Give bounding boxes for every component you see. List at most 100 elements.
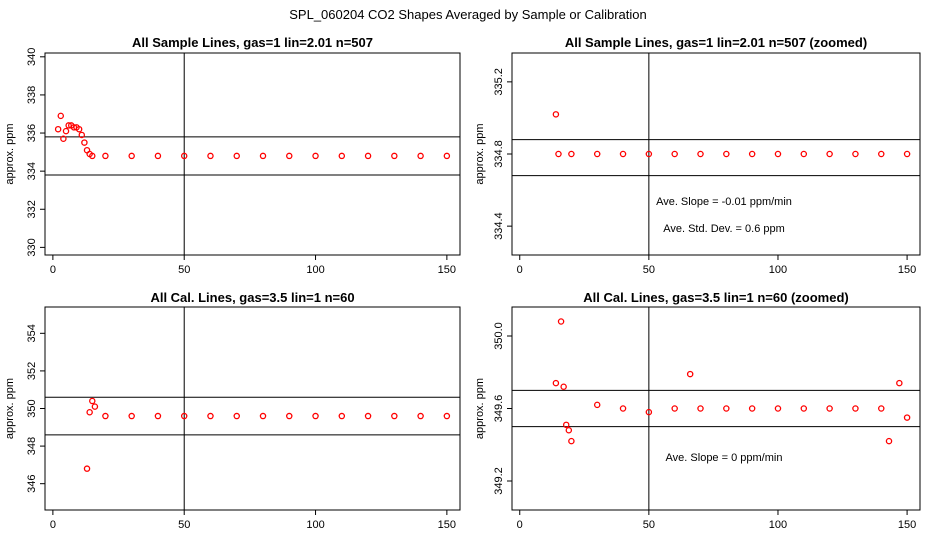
chart-title: All Cal. Lines, gas=3.5 lin=1 n=60 (zoom… (583, 290, 849, 305)
y-tick-label: 350.0 (493, 322, 505, 350)
data-point (562, 421, 570, 429)
y-tick-label: 332 (26, 200, 38, 218)
data-point (338, 412, 346, 420)
chart-title: All Sample Lines, gas=1 lin=2.01 n=507 (132, 35, 373, 50)
data-point (878, 405, 885, 412)
data-point (878, 150, 885, 158)
y-axis-label: approx. ppm (474, 378, 486, 439)
data-point (312, 152, 319, 160)
y-tick-label: 354 (26, 324, 38, 342)
y-tick-label: 335.2 (493, 68, 505, 96)
data-point (697, 150, 704, 158)
data-point (748, 405, 756, 412)
data-point (686, 370, 694, 378)
data-point (552, 379, 560, 387)
data-point (826, 150, 833, 158)
x-tick-label: 0 (50, 264, 56, 276)
data-point (207, 412, 214, 420)
data-point (417, 152, 424, 160)
data-point (555, 150, 562, 158)
x-tick-label: 150 (438, 264, 456, 276)
y-tick-label: 336 (26, 124, 38, 142)
data-point (81, 139, 88, 146)
data-point (774, 150, 782, 158)
data-point (364, 412, 372, 420)
figure-title: SPL_060204 CO2 Shapes Averaged by Sample… (289, 7, 647, 22)
data-point (60, 135, 67, 143)
y-tick-label: 334 (26, 162, 38, 180)
chart-annotation: Ave. Slope = 0 ppm/min (666, 452, 783, 464)
y-tick-label: 334.4 (493, 212, 505, 240)
x-tick-label: 50 (178, 519, 190, 531)
data-point (800, 150, 808, 158)
data-point (557, 318, 565, 325)
data-point (903, 150, 911, 158)
data-point (62, 127, 70, 135)
data-point (443, 412, 451, 420)
data-point (645, 408, 653, 416)
y-tick-label: 330 (26, 238, 38, 256)
data-point (697, 405, 704, 412)
y-tick-label: 352 (26, 362, 38, 380)
data-point (70, 124, 78, 131)
plot-frame (44, 52, 461, 256)
data-point (852, 150, 859, 158)
plot-frame (511, 306, 921, 511)
y-axis-label: approx. ppm (4, 378, 16, 439)
data-point (826, 405, 833, 412)
data-point (619, 405, 627, 412)
data-point (180, 412, 188, 420)
x-tick-label: 50 (178, 264, 190, 276)
data-point (78, 131, 86, 139)
data-point (364, 152, 372, 160)
data-point (723, 150, 730, 158)
data-point (417, 412, 424, 420)
data-point (443, 152, 451, 160)
y-axis-label: approx. ppm (474, 123, 486, 184)
data-point (128, 152, 135, 160)
data-point (800, 405, 808, 412)
data-point (91, 403, 99, 410)
data-point (774, 405, 782, 412)
x-tick-label: 100 (769, 519, 787, 531)
y-tick-label: 349.6 (493, 395, 505, 423)
data-point (286, 412, 293, 420)
data-point (852, 405, 859, 412)
y-tick-label: 340 (26, 48, 38, 66)
y-tick-label: 349.2 (493, 467, 505, 495)
data-point (89, 152, 96, 160)
x-tick-label: 0 (50, 519, 56, 531)
data-point (619, 150, 627, 158)
data-point (286, 152, 293, 160)
data-point (748, 150, 756, 158)
x-tick-label: 0 (517, 264, 523, 276)
chart-panel-3: All Cal. Lines, gas=3.5 lin=1 n=60 0 50 100… (4, 290, 461, 531)
y-tick-label: 350 (26, 399, 38, 417)
x-tick-label: 150 (438, 519, 456, 531)
x-tick-label: 100 (306, 264, 324, 276)
x-tick-label: 50 (643, 519, 655, 531)
y-tick-label: 334.8 (493, 140, 505, 168)
data-point (102, 152, 109, 160)
y-tick-label: 348 (26, 437, 38, 455)
data-point (233, 152, 240, 160)
data-point (565, 426, 573, 434)
data-point (207, 152, 214, 160)
x-tick-label: 150 (898, 519, 916, 531)
data-point (259, 412, 267, 420)
x-tick-label: 100 (769, 264, 787, 276)
data-point (593, 150, 601, 158)
data-point (671, 150, 678, 158)
data-point (259, 152, 267, 160)
data-point (154, 152, 162, 160)
data-point (75, 125, 83, 133)
x-tick-label: 0 (517, 519, 523, 531)
data-point (723, 405, 730, 412)
data-point (338, 152, 346, 160)
y-axis-label: approx. ppm (4, 123, 16, 184)
chart-title: All Cal. Lines, gas=3.5 lin=1 n=60 (150, 290, 354, 305)
data-point (645, 150, 653, 158)
data-point (102, 412, 109, 420)
data-point (154, 412, 162, 420)
data-point (54, 125, 62, 133)
